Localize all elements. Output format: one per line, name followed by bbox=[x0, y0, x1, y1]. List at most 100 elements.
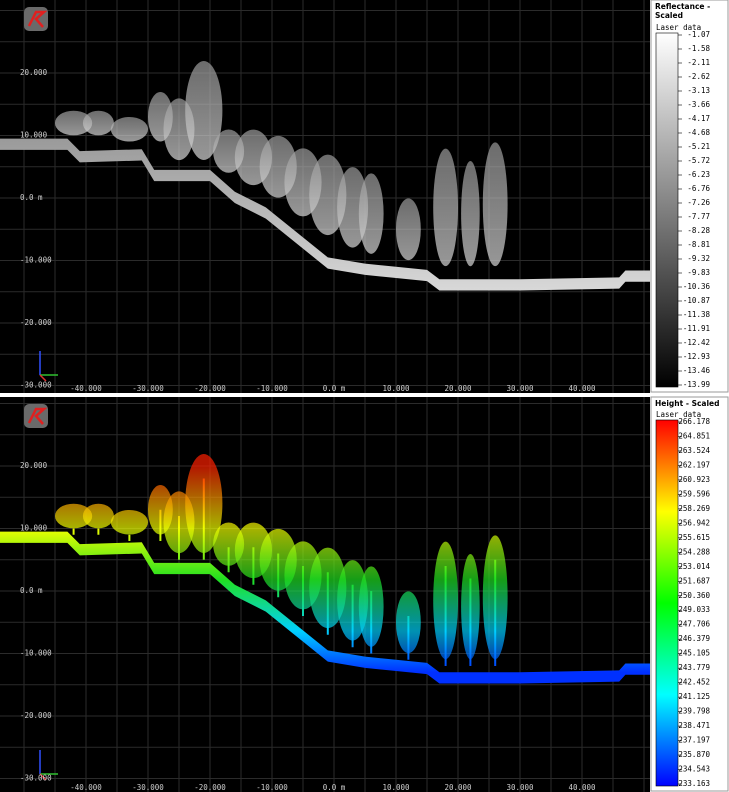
legend-label: -9.83 bbox=[687, 268, 710, 277]
legend-title: Reflectance - bbox=[655, 2, 710, 11]
x-axis-label: -20.000 bbox=[194, 783, 226, 792]
legend-title: Height - Scaled bbox=[655, 399, 720, 408]
legend-label: 253.014 bbox=[678, 562, 710, 571]
legend-label: -4.17 bbox=[687, 114, 710, 123]
tree-crown bbox=[82, 110, 114, 136]
legend-label: -6.23 bbox=[687, 170, 710, 179]
tree-crown bbox=[396, 198, 421, 261]
legend-label: -3.66 bbox=[687, 100, 710, 109]
tree-crown bbox=[82, 503, 114, 529]
legend-title: Scaled bbox=[655, 11, 683, 20]
tree-crown bbox=[55, 110, 93, 136]
x-axis-label: -20.000 bbox=[194, 384, 226, 393]
separator bbox=[0, 393, 729, 397]
tree-crown bbox=[110, 509, 148, 535]
tree-crown bbox=[358, 566, 384, 647]
legend-label: -2.11 bbox=[687, 58, 710, 67]
legend-label: 259.596 bbox=[678, 489, 710, 498]
axis-x bbox=[39, 374, 47, 382]
y-axis-label: 10.000 bbox=[20, 131, 48, 140]
tree-crown bbox=[309, 547, 347, 629]
x-axis-label: -30.000 bbox=[132, 384, 164, 393]
tree-crown bbox=[396, 591, 421, 654]
tree-crown bbox=[461, 554, 480, 660]
tree-crown bbox=[482, 142, 508, 267]
x-axis-label: -30.000 bbox=[132, 783, 164, 792]
tree-crown bbox=[461, 161, 480, 267]
legend-label: 243.779 bbox=[678, 663, 710, 672]
legend-label: 241.125 bbox=[678, 692, 710, 701]
legend-label: 237.197 bbox=[678, 736, 710, 745]
x-axis-label: -10.000 bbox=[256, 783, 288, 792]
viewport: 20.000 10.000 0.0 m -10.000 -20.000 -30.000 -4… bbox=[0, 396, 729, 792]
legend-label: -10.87 bbox=[683, 296, 710, 305]
legend-label: -1.07 bbox=[687, 30, 710, 39]
legend-label: 246.379 bbox=[678, 634, 710, 643]
legend-label: 262.197 bbox=[678, 460, 710, 469]
y-axis-label: -20.000 bbox=[20, 318, 52, 327]
y-axis-label: -20.000 bbox=[20, 711, 52, 720]
legend-label: 264.851 bbox=[678, 431, 710, 440]
y-axis-label: 0.0 m bbox=[20, 586, 43, 595]
x-axis-label: -40.000 bbox=[70, 783, 102, 792]
legend-label: 256.942 bbox=[678, 518, 710, 527]
x-axis-label: 30.000 bbox=[506, 783, 534, 792]
legend-label: 263.524 bbox=[678, 446, 710, 455]
color-bar bbox=[655, 419, 679, 787]
x-axis-label: 20.000 bbox=[444, 783, 472, 792]
x-axis-label: 0.0 m bbox=[323, 783, 346, 792]
legend-label: 258.269 bbox=[678, 504, 710, 513]
legend-label: 245.105 bbox=[678, 649, 710, 658]
y-axis-label: 20.000 bbox=[20, 68, 48, 77]
legend-label: 249.033 bbox=[678, 605, 710, 614]
legend-label: -11.38 bbox=[683, 310, 711, 319]
legend-label: 238.471 bbox=[678, 721, 710, 730]
legend-label: 266.178 bbox=[678, 417, 710, 426]
legend-label: -12.93 bbox=[683, 352, 710, 361]
x-axis-label: 40.000 bbox=[568, 783, 596, 792]
legend-label: -8.81 bbox=[687, 240, 710, 249]
legend-label: -2.62 bbox=[687, 72, 710, 81]
color-bar bbox=[655, 32, 679, 388]
tree-crown bbox=[433, 148, 458, 267]
axis-x bbox=[39, 773, 47, 781]
tree-crown bbox=[110, 116, 148, 142]
legend-label: 234.543 bbox=[678, 765, 710, 774]
x-axis-label: 10.000 bbox=[382, 783, 410, 792]
legend-label: -11.91 bbox=[683, 324, 710, 333]
legend-label: -6.76 bbox=[687, 184, 710, 193]
tree-crown bbox=[185, 61, 223, 160]
legend-label: -3.13 bbox=[687, 86, 710, 95]
legend-label: -7.77 bbox=[687, 212, 710, 221]
legend-label: 242.452 bbox=[678, 678, 710, 687]
legend-subtitle: Laser data bbox=[656, 23, 701, 32]
legend-label: -4.68 bbox=[687, 128, 710, 137]
y-axis-label: 20.000 bbox=[20, 461, 48, 470]
x-axis-label: 10.000 bbox=[382, 384, 410, 393]
legend-label: -5.21 bbox=[687, 142, 710, 151]
legend-label: 235.870 bbox=[678, 750, 710, 759]
tree-crown bbox=[55, 503, 93, 529]
logo-mark bbox=[27, 407, 48, 425]
tree-crown bbox=[433, 541, 458, 660]
legend-label: 247.706 bbox=[678, 620, 710, 629]
y-axis-label: 0.0 m bbox=[20, 193, 43, 202]
x-axis-label: 30.000 bbox=[506, 384, 534, 393]
legend-label: -10.36 bbox=[683, 282, 711, 291]
tree-crown bbox=[185, 454, 223, 553]
legend-label: 255.615 bbox=[678, 533, 710, 542]
tree-crown bbox=[482, 535, 508, 660]
legend-label: 250.360 bbox=[678, 591, 710, 600]
x-axis-label: 0.0 m bbox=[323, 384, 346, 393]
legend-label: -13.46 bbox=[683, 366, 711, 375]
x-axis-label: 20.000 bbox=[444, 384, 472, 393]
ground-points bbox=[0, 531, 682, 684]
legend-label: -7.26 bbox=[687, 198, 710, 207]
x-axis-label: 40.000 bbox=[568, 384, 596, 393]
ground-points bbox=[0, 138, 682, 291]
legend-label: -9.32 bbox=[687, 254, 710, 263]
y-axis-label: -30.000 bbox=[20, 774, 52, 783]
y-axis-label: 10.000 bbox=[20, 524, 48, 533]
legend-label: 233.163 bbox=[678, 779, 710, 788]
